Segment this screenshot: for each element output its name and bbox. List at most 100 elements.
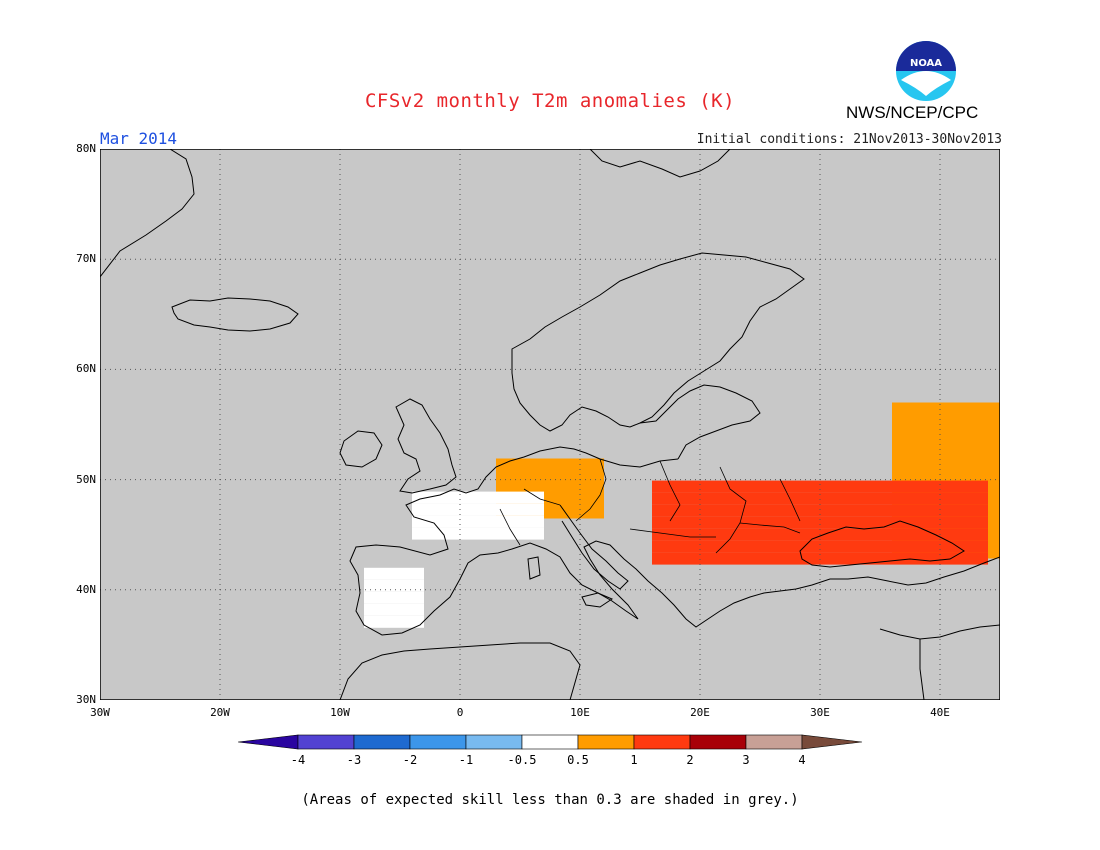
anomaly-cell xyxy=(784,516,796,529)
anomaly-cell xyxy=(940,438,952,451)
anomaly-cell xyxy=(760,552,772,565)
anomaly-cell xyxy=(700,492,712,505)
anomaly-cell xyxy=(844,480,856,493)
colorbar-label: 4 xyxy=(798,753,805,767)
anomaly-cell xyxy=(652,540,664,553)
anomaly-cell xyxy=(580,482,592,495)
anomaly-cell xyxy=(880,504,892,517)
anomaly-cell xyxy=(880,552,892,565)
skill-footnote: (Areas of expected skill less than 0.3 a… xyxy=(301,792,799,808)
anomaly-cell xyxy=(412,615,424,628)
anomaly-cell xyxy=(700,552,712,565)
anomaly-cell xyxy=(832,540,844,553)
anomaly-cell xyxy=(436,503,448,516)
anomaly-cell xyxy=(952,402,964,415)
colorbar-box xyxy=(633,734,691,750)
anomaly-cell xyxy=(376,603,388,616)
anomaly-cell xyxy=(772,552,784,565)
anomaly-cell xyxy=(544,494,556,507)
anomaly-cell xyxy=(892,426,904,439)
anomaly-cell xyxy=(952,414,964,427)
anomaly-cell xyxy=(796,540,808,553)
anomaly-cell xyxy=(496,527,508,540)
anomaly-cell xyxy=(520,527,532,540)
anomaly-cell xyxy=(508,503,520,516)
anomaly-cell xyxy=(964,504,976,517)
anomaly-cell xyxy=(664,480,676,493)
anomaly-cell xyxy=(760,540,772,553)
anomaly-cell xyxy=(496,482,508,495)
anomaly-cell xyxy=(916,540,928,553)
anomaly-cell xyxy=(556,458,568,471)
anomaly-cell xyxy=(388,579,400,592)
anomaly-cell xyxy=(388,567,400,580)
anomaly-cell xyxy=(784,552,796,565)
north-africa-coast xyxy=(339,642,581,700)
anomaly-cell xyxy=(472,491,484,504)
anomaly-cell xyxy=(892,528,904,541)
anomaly-cell xyxy=(808,480,820,493)
anomaly-cell xyxy=(364,603,376,616)
anomaly-cell xyxy=(508,491,520,504)
anomaly-cell xyxy=(544,470,556,483)
anomaly-cell xyxy=(664,516,676,529)
anomaly-cell xyxy=(820,540,832,553)
anomaly-cell xyxy=(748,516,760,529)
colorbar-label: 0.5 xyxy=(567,753,589,767)
anomaly-cell xyxy=(424,491,436,504)
anomaly-cell xyxy=(676,540,688,553)
anomaly-cell xyxy=(988,546,1000,559)
anomaly-cell xyxy=(952,504,964,517)
italy-coast xyxy=(559,504,629,590)
longitude-tick-label: 0 xyxy=(456,706,464,719)
anomaly-cell xyxy=(688,528,700,541)
anomaly-cell xyxy=(916,516,928,529)
anomaly-cell xyxy=(808,516,820,529)
anomaly-cell xyxy=(916,480,928,493)
anomaly-cell xyxy=(688,480,700,493)
latitude-tick-label: 40N xyxy=(76,582,96,596)
anomaly-cell xyxy=(652,492,664,505)
anomaly-cell xyxy=(976,414,988,427)
anomaly-cell xyxy=(964,402,976,415)
anomaly-cell xyxy=(880,540,892,553)
anomaly-cell xyxy=(400,567,412,580)
anomaly-cell xyxy=(772,540,784,553)
colorbar-box xyxy=(465,734,523,750)
longitude-tick-label: 10E xyxy=(570,706,590,719)
anomaly-cell xyxy=(844,528,856,541)
anomaly-cell xyxy=(976,552,988,565)
anomaly-cell xyxy=(928,426,940,439)
gridlines xyxy=(100,149,1000,700)
anomaly-cell xyxy=(676,552,688,565)
anomaly-cell xyxy=(964,438,976,451)
anomaly-cell xyxy=(904,504,916,517)
anomaly-cell xyxy=(388,615,400,628)
anomaly-cell xyxy=(904,528,916,541)
anomaly-cell xyxy=(412,567,424,580)
anomaly-cell xyxy=(844,516,856,529)
anomaly-cell xyxy=(832,492,844,505)
anomaly-cell xyxy=(724,492,736,505)
anomaly-cell xyxy=(964,540,976,553)
longitude-tick-label: 10W xyxy=(330,706,350,719)
anomaly-cell xyxy=(556,470,568,483)
anomaly-cell xyxy=(808,504,820,517)
anomaly-cell xyxy=(796,516,808,529)
anomaly-cell xyxy=(952,528,964,541)
latitude-tick-label: 80N xyxy=(76,142,96,155)
scandinavia-coast xyxy=(511,252,805,432)
anomaly-cell xyxy=(700,504,712,517)
ireland-coast xyxy=(339,430,383,468)
anomaly-cell xyxy=(808,492,820,505)
anomaly-cell xyxy=(904,480,916,493)
anomaly-cell xyxy=(472,515,484,528)
anomaly-cell xyxy=(712,552,724,565)
anomaly-cell xyxy=(580,458,592,471)
anomaly-cell xyxy=(988,474,1000,487)
anomaly-cell xyxy=(952,492,964,505)
anomaly-cell xyxy=(868,480,880,493)
anomaly-cell xyxy=(892,504,904,517)
anomaly-cell xyxy=(712,516,724,529)
anomaly-cell xyxy=(988,486,1000,499)
